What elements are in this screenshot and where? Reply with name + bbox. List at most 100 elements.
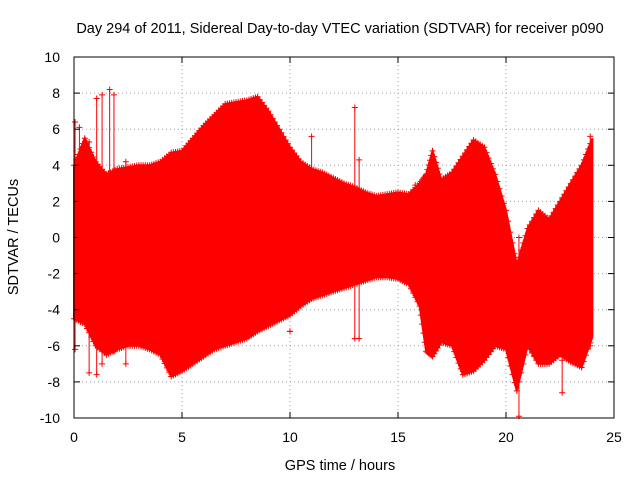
envelope-marker <box>494 178 501 185</box>
envelope-marker <box>468 140 475 147</box>
envelope-marker <box>436 170 443 177</box>
envelope-marker <box>526 346 533 353</box>
x-tick-label: 25 <box>606 429 622 445</box>
envelope-marker <box>159 356 166 363</box>
spike-marker <box>308 133 315 140</box>
envelope-marker <box>528 350 535 357</box>
x-axis-label: GPS time / hours <box>285 458 395 474</box>
envelope-marker <box>278 129 285 136</box>
envelope-marker <box>459 153 466 160</box>
envelope-marker <box>276 126 283 133</box>
envelope-marker <box>405 281 412 288</box>
y-tick-label: 0 <box>52 230 60 246</box>
envelope-marker <box>410 290 417 297</box>
envelope-marker <box>464 146 471 153</box>
y-tick-label: -6 <box>48 338 61 354</box>
envelope-marker <box>423 171 430 178</box>
envelope-marker <box>563 187 570 194</box>
envelope-marker <box>271 118 278 125</box>
envelope-marker <box>531 353 538 360</box>
envelope-marker <box>548 212 555 219</box>
spike-marker <box>122 158 129 165</box>
spike-marker <box>93 371 100 378</box>
x-tick-label: 20 <box>498 429 514 445</box>
envelope-marker <box>580 156 587 163</box>
chart-title: Day 294 of 2011, Sidereal Day-to-day VTE… <box>76 21 603 37</box>
envelope-marker <box>431 153 438 160</box>
envelope-marker <box>428 152 435 159</box>
envelope-marker <box>75 151 82 158</box>
envelope-marker <box>567 180 574 187</box>
envelope-marker <box>421 339 428 346</box>
envelope-marker <box>424 166 431 173</box>
envelope-marker <box>412 294 419 301</box>
spike-marker <box>531 342 538 349</box>
envelope-marker <box>455 360 462 367</box>
envelope-marker <box>453 354 460 361</box>
envelope-marker <box>426 157 433 164</box>
spike-marker <box>587 342 594 349</box>
envelope-marker <box>481 144 488 151</box>
y-tick-label: 8 <box>52 85 60 101</box>
envelope-marker <box>520 360 527 367</box>
spike-marker <box>287 328 293 335</box>
y-tick-label: 4 <box>52 157 60 173</box>
envelope-marker <box>166 369 173 376</box>
envelope-marker <box>90 338 97 345</box>
envelope-marker <box>280 133 287 140</box>
envelope-marker <box>434 165 441 172</box>
spike-marker <box>412 189 419 196</box>
y-axis-label: SDTVAR / TECUs <box>6 179 22 295</box>
envelope-marker <box>582 151 589 158</box>
envelope-marker <box>582 352 589 359</box>
envelope-marker <box>492 171 499 178</box>
envelope-marker <box>414 298 421 305</box>
envelope-marker <box>524 342 531 349</box>
envelope-marker <box>265 108 272 115</box>
spike-marker <box>559 389 566 396</box>
spike-marker <box>72 118 79 125</box>
spike-marker <box>86 369 93 376</box>
envelope-marker <box>485 155 492 162</box>
envelope-marker <box>433 159 440 166</box>
x-tick-label: 15 <box>390 429 406 445</box>
envelope-marker <box>284 140 291 147</box>
envelope-marker <box>81 321 88 328</box>
envelope-marker <box>557 198 563 205</box>
spike-marker <box>106 86 113 93</box>
envelope-marker <box>269 115 276 122</box>
envelope-marker <box>483 149 490 156</box>
spike-marker <box>110 91 117 98</box>
spike-marker <box>559 357 566 364</box>
envelope-marker <box>81 135 88 142</box>
envelope-marker <box>528 218 535 225</box>
envelope-marker <box>533 211 540 218</box>
y-tick-label: 10 <box>44 49 60 65</box>
spike-marker <box>93 95 100 102</box>
spike-marker <box>531 223 538 230</box>
envelope-marker <box>451 348 458 355</box>
envelope-marker <box>429 147 436 154</box>
envelope-marker <box>531 214 538 221</box>
envelope-marker <box>449 342 455 349</box>
envelope-marker <box>522 232 529 239</box>
envelope-marker <box>449 169 455 176</box>
envelope-marker <box>507 363 514 370</box>
envelope-marker <box>503 207 509 214</box>
spike-marker <box>308 288 315 295</box>
envelope-marker <box>417 312 424 319</box>
y-tick-label: 2 <box>52 193 60 209</box>
data-series <box>71 86 594 420</box>
y-tick-label: -8 <box>48 374 61 390</box>
envelope-marker <box>559 194 566 201</box>
envelope-marker <box>487 160 494 167</box>
envelope-marker <box>522 351 529 358</box>
envelope-marker <box>451 166 458 173</box>
envelope-marker <box>282 137 289 144</box>
envelope-marker <box>505 354 512 361</box>
envelope-marker <box>428 352 435 359</box>
envelope-marker <box>585 346 592 353</box>
envelope-marker <box>416 303 423 310</box>
